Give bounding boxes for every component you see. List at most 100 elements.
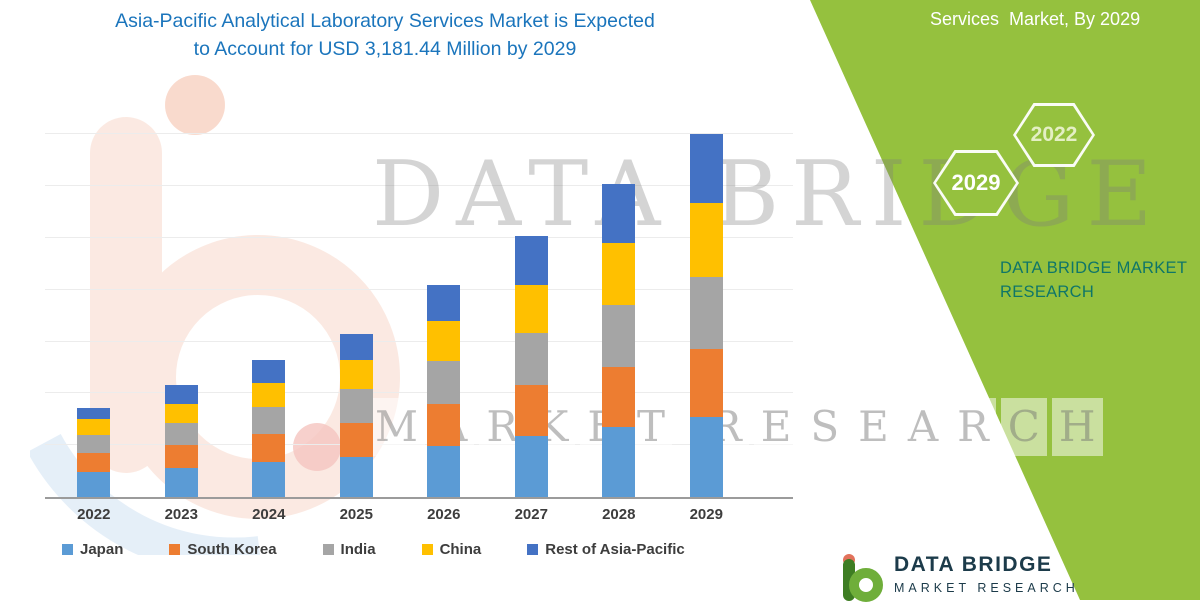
bar-segment-south-korea (164, 445, 198, 468)
bar-segment-japan (164, 467, 198, 497)
gridline (45, 340, 793, 342)
chart-title-line2: to Account for USD 3,181.44 Million by 2… (193, 37, 577, 60)
hexagon-2022-fill: 2022 (1016, 106, 1092, 164)
chart-title-line1: Asia-Pacific Analytical Laboratory Servi… (115, 10, 655, 32)
watermark-letter: A (900, 398, 946, 456)
legend-swatch (527, 544, 539, 555)
bar-column-2027 (488, 236, 576, 497)
bar-segment-china (339, 360, 373, 390)
legend-label: China (439, 541, 482, 558)
bar-segment-south-korea (427, 404, 461, 446)
watermark-letter: S (803, 398, 847, 456)
legend-item: Japan (62, 541, 123, 558)
stacked-bar-2026 (427, 284, 461, 497)
watermark-text: DATA BRIDGE (372, 142, 1165, 247)
brand-text-line1: DATA BRIDGE MARKET (1000, 259, 1188, 277)
bar-column-2024 (225, 360, 313, 497)
bar-segment-rest-of-asia-pacific (514, 236, 548, 285)
watermark-letter: M (368, 398, 426, 456)
bar-segment-japan (252, 462, 286, 497)
bar-segment-rest-of-asia-pacific (252, 360, 286, 383)
legend: Japan South Korea India China Rest of Asia-P… (62, 541, 685, 558)
x-axis-label: 2024 (252, 506, 286, 523)
bar-segment-china (602, 243, 636, 306)
legend-label: India (340, 541, 376, 558)
bar-segment-india (77, 434, 111, 453)
legend-swatch (322, 544, 334, 555)
bar-segment-south-korea (602, 367, 636, 428)
bar-segment-south-korea (252, 434, 286, 462)
legend-item: China (421, 541, 482, 558)
watermark-letter: T (630, 398, 673, 456)
bar-segment-rest-of-asia-pacific (339, 334, 373, 361)
bar-segment-japan (427, 446, 461, 497)
legend-item: India (322, 541, 376, 558)
hexagon-2029-fill: 2029 (936, 153, 1016, 213)
gridline (45, 288, 793, 290)
stacked-bar-2028 (602, 184, 636, 497)
stacked-bar-2025 (339, 334, 373, 497)
stacked-bar-2027 (514, 236, 548, 497)
bar-segment-china (514, 285, 548, 333)
bar-segment-south-korea (77, 452, 111, 472)
x-axis-label: 2028 (602, 506, 636, 523)
gridline (45, 133, 793, 135)
legend-item: Rest of Asia-Pacific (527, 541, 685, 558)
bar-column-2029 (663, 134, 751, 497)
bar-segment-japan (339, 457, 373, 497)
bar-segment-india (514, 333, 548, 385)
bar-segment-china (164, 404, 198, 424)
bars (50, 134, 750, 497)
bar-segment-rest-of-asia-pacific (689, 134, 723, 204)
legend-swatch (169, 544, 181, 555)
bar-segment-india (602, 305, 636, 368)
footer-logo-name: DATA BRIDGE (894, 553, 1053, 576)
footer-logo: DATA BRIDGE MARKET RESEARCH (838, 553, 1079, 603)
hexagon-2029-label: 2029 (951, 170, 1001, 195)
legend-label: South Korea (187, 541, 277, 558)
footer-logo-icon (843, 554, 883, 602)
panel-heading: Services Market, By 2029 (930, 9, 1141, 29)
x-axis-label: 2027 (514, 506, 548, 523)
bar-segment-japan (77, 471, 111, 497)
x-axis-label: 2025 (339, 506, 373, 523)
bar-segment-india (689, 277, 723, 350)
footer-logo-subtext: MARKET RESEARCH (894, 581, 1079, 595)
footer-logo-text: DATA BRIDGE MARKET RESEARCH (894, 553, 1079, 595)
bar-column-2023 (138, 384, 226, 497)
bar-column-2026 (400, 284, 488, 497)
chart-title: Asia-Pacific Analytical Laboratory Servi… (70, 8, 700, 63)
bar-segment-japan (514, 436, 548, 497)
watermark-letter: E (851, 398, 896, 456)
bar-segment-rest-of-asia-pacific (164, 384, 198, 405)
legend-swatch (62, 544, 73, 555)
x-axis-labels: 2022 2023 2024 2025 2026 2027 2028 2029 (50, 506, 750, 523)
bar-segment-rest-of-asia-pacific (602, 184, 636, 244)
bar-column-2025 (313, 334, 401, 497)
watermark-letter: C (1000, 398, 1047, 456)
hexagon-2022-label: 2022 (1030, 123, 1078, 146)
bar-segment-india (427, 361, 461, 404)
legend-label: Rest of Asia-Pacific (545, 541, 685, 558)
x-axis-label: 2023 (164, 506, 198, 523)
bar-column-2022 (50, 407, 138, 497)
bar-segment-china (77, 419, 111, 435)
x-axis-line (45, 497, 793, 499)
bar-segment-south-korea (339, 423, 373, 458)
bar-segment-china (427, 321, 461, 361)
legend-label: Japan (80, 541, 124, 558)
brand-text-line2: RESEARCH (1000, 282, 1095, 301)
bar-segment-india (339, 389, 373, 424)
stacked-bar-2022 (77, 407, 111, 497)
bar-segment-china (689, 203, 723, 278)
bar-segment-rest-of-asia-pacific (427, 284, 461, 321)
bar-segment-south-korea (689, 349, 723, 418)
gridline (45, 237, 793, 238)
brand-text: DATA BRIDGE MARKET RESEARCH (1000, 257, 1187, 305)
watermark-letter: E (753, 398, 799, 456)
legend-swatch (421, 544, 433, 555)
bar-segment-china (252, 383, 286, 407)
x-axis-label: 2029 (689, 506, 723, 523)
x-axis-label: 2022 (77, 506, 111, 523)
